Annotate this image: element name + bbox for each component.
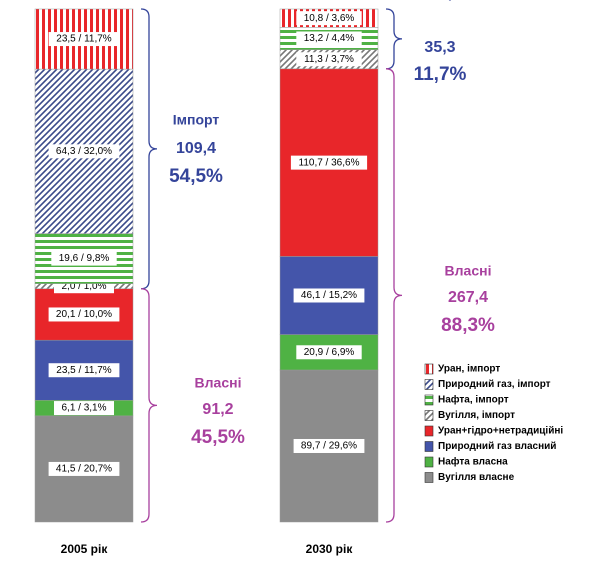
legend-label: Вугілля власне — [438, 472, 515, 483]
x-tick-label: 2030 рік — [306, 542, 354, 556]
segment-label: 23,5 / 11,7% — [56, 365, 112, 376]
legend-swatch — [424, 456, 434, 468]
segment-label: 64,3 / 32,0% — [56, 146, 112, 157]
legend-label: Уран, імпорт — [438, 364, 500, 375]
legend-swatch — [424, 363, 434, 375]
label-box — [296, 345, 362, 360]
legend-label: Нафта власна — [438, 456, 508, 468]
segment-label: 11,3 / 3,7% — [304, 54, 354, 65]
label-box — [48, 307, 120, 322]
import-share: 54,5% — [169, 166, 223, 187]
legend-swatch — [424, 441, 434, 452]
label-box — [293, 288, 365, 303]
legend-label: Вугілля, імпорт — [438, 410, 515, 421]
label-box — [290, 155, 368, 170]
legend-label: Природний газ власний — [438, 441, 556, 452]
import-title: Імпорт — [417, 0, 464, 1]
segment-label: 2,0 / 1,0% — [61, 281, 106, 292]
segment-label: 46,1 / 15,2% — [301, 290, 357, 301]
brace — [140, 288, 158, 523]
label-box — [48, 144, 120, 159]
brace — [385, 8, 403, 70]
brace — [140, 8, 158, 290]
segment-label: 110,7 / 36,6% — [299, 157, 360, 168]
legend-swatch — [424, 425, 434, 437]
segment-label: 19,6 / 9,8% — [59, 253, 110, 264]
label-box — [293, 438, 365, 453]
label-box — [51, 251, 117, 266]
own-share: 88,3% — [441, 315, 495, 336]
legend-label: Природний газ, імпорт — [438, 379, 551, 390]
legend-swatch — [424, 394, 434, 406]
x-tick-label: 2005 рік — [61, 542, 109, 556]
own-title: Власні — [445, 263, 492, 279]
segment-label: 20,1 / 10,0% — [56, 309, 112, 320]
own-title: Власні — [195, 375, 242, 391]
label-box — [296, 52, 362, 67]
legend-swatch — [424, 472, 434, 483]
own-value: 267,4 — [448, 289, 488, 306]
segment-label: 23,5 / 11,7% — [56, 34, 112, 45]
own-value: 91,2 — [202, 401, 233, 418]
segment-label: 41,5 / 20,7% — [56, 464, 112, 475]
label-box — [48, 461, 120, 476]
legend-label: Уран+гідро+нетрадиційні — [438, 426, 563, 437]
segment-label: 13,2 / 4,4% — [304, 33, 355, 44]
segment-label: 20,9 / 6,9% — [304, 347, 355, 358]
label-box — [54, 401, 114, 416]
brace — [385, 68, 403, 523]
legend-label: Нафта, імпорт — [438, 394, 509, 406]
import-title: Імпорт — [173, 112, 220, 128]
label-box — [296, 11, 362, 26]
label-box — [48, 363, 120, 378]
segment-label: 89,7 / 29,6% — [301, 441, 357, 452]
legend-swatch — [424, 410, 434, 421]
import-value: 35,3 — [424, 39, 455, 56]
import-value: 109,4 — [176, 140, 216, 157]
own-share: 45,5% — [191, 427, 245, 448]
label-box — [48, 32, 120, 47]
legend-swatch — [424, 379, 434, 390]
label-box — [296, 31, 362, 46]
segment-label: 6,1 / 3,1% — [61, 403, 106, 414]
import-share: 11,7% — [414, 64, 467, 85]
segment-label: 10,8 / 3,6% — [304, 13, 355, 24]
